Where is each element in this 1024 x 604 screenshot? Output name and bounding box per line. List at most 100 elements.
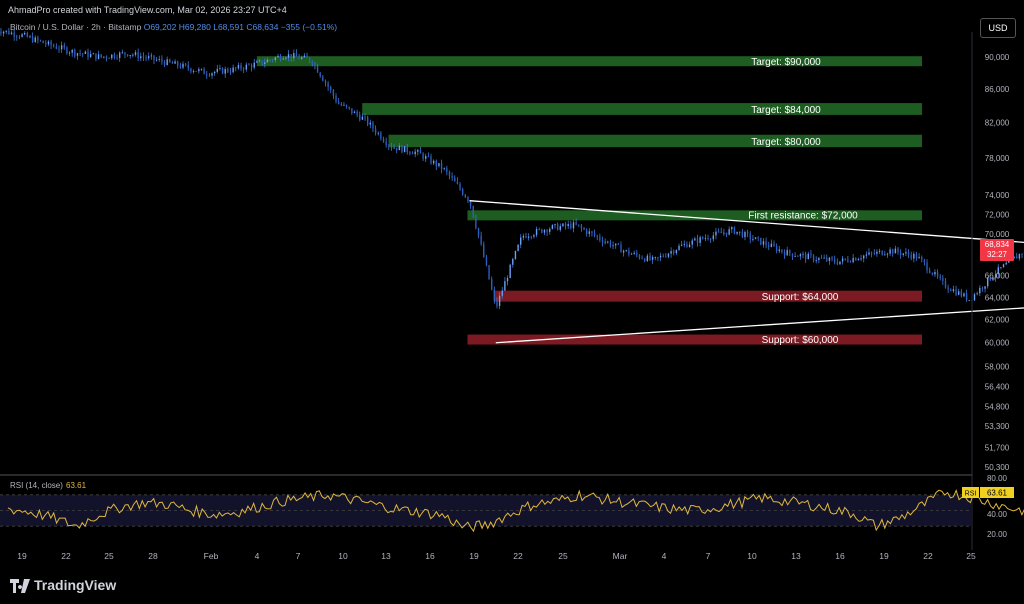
candle-body [968, 299, 970, 301]
zone-label: Target: $84,000 [751, 105, 821, 116]
candle-body [79, 53, 81, 55]
time-tick: 19 [17, 551, 27, 561]
candle-body [828, 257, 831, 261]
footer-bar [0, 566, 1024, 604]
candle-body [670, 251, 672, 254]
candle-body [994, 274, 997, 278]
candle-body [290, 54, 292, 59]
time-tick: Feb [204, 551, 219, 561]
candle-body [356, 111, 358, 115]
candle-body [23, 33, 26, 35]
candle-body [137, 52, 139, 59]
candle-body [915, 253, 918, 259]
candle-body [211, 73, 213, 76]
candle-body [401, 145, 403, 153]
candle-body [984, 286, 986, 289]
candle-body [781, 249, 783, 252]
candle-body [736, 231, 738, 234]
time-tick: 7 [296, 551, 301, 561]
candle-body [675, 249, 678, 254]
candle-body [242, 68, 245, 70]
candle-body [480, 235, 482, 245]
price-tick: 72,000 [985, 210, 1010, 219]
candle-body [678, 245, 680, 250]
candle-body [374, 128, 377, 133]
candle-body [810, 253, 812, 256]
candle-body [39, 40, 42, 42]
candle-body [345, 104, 348, 107]
candle-body [575, 222, 577, 225]
candle-body [733, 227, 736, 234]
candle-body [179, 65, 182, 68]
candle-body [907, 252, 910, 255]
candle-body [902, 253, 904, 255]
tradingview-logo-icon [10, 579, 30, 593]
candle-body [852, 258, 854, 263]
candle-body [359, 114, 361, 120]
candle-body [42, 40, 44, 44]
candle-body [388, 145, 390, 147]
price-tick: 66,000 [985, 272, 1010, 281]
candle-body [794, 256, 796, 257]
candle-body [92, 53, 94, 55]
brand-name[interactable]: TradingView [34, 577, 117, 593]
candle-body [454, 177, 456, 182]
candle-body [535, 228, 538, 236]
candle-body [580, 225, 583, 229]
price-tick: 51,700 [985, 444, 1010, 453]
candle-body [100, 54, 102, 58]
candle-body [118, 52, 121, 58]
candle-body [490, 279, 493, 290]
candle-body [1018, 254, 1021, 259]
candle-body [549, 228, 551, 232]
candle-body [533, 235, 535, 237]
candle-body [282, 58, 284, 60]
ohlc-low: L68,591 [213, 22, 244, 32]
candle-body [739, 231, 741, 233]
candle-body [522, 235, 525, 238]
candle-body [894, 248, 897, 254]
price-tick: 58,000 [985, 363, 1010, 372]
price-tick: 90,000 [985, 53, 1010, 62]
candle-body [691, 240, 693, 245]
candle-body [84, 51, 87, 54]
candle-body [868, 252, 870, 255]
candle-body [696, 238, 699, 243]
time-tick: Mar [613, 551, 628, 561]
candle-body [314, 64, 316, 66]
candle-body [572, 222, 575, 229]
candle-body [886, 253, 889, 255]
candle-body [272, 59, 274, 61]
candle-body [295, 53, 298, 57]
candle-body [1000, 267, 1002, 269]
candle-body [419, 150, 422, 154]
candle-body [593, 232, 596, 236]
candle-body [936, 272, 939, 277]
candle-body [921, 256, 923, 260]
candle-body [688, 244, 691, 248]
candle-body [757, 237, 759, 239]
candle-body [477, 228, 480, 236]
candle-body [427, 156, 430, 157]
candle-body [324, 80, 327, 84]
candle-body [797, 256, 799, 257]
candle-body [132, 54, 134, 56]
candle-body [543, 229, 546, 233]
time-tick: 19 [469, 551, 479, 561]
candle-body [121, 52, 124, 54]
candle-body [567, 224, 569, 227]
symbol-name[interactable]: Bitcoin / U.S. Dollar · 2h · Bitstamp [10, 22, 142, 32]
candle-body [261, 60, 263, 64]
candle-body [752, 239, 754, 240]
zone-label: First resistance: $72,000 [748, 210, 858, 221]
candle-body [58, 48, 60, 50]
candle-body [37, 37, 39, 41]
candle-body [134, 52, 137, 55]
candle-body [55, 46, 58, 49]
candle-body [712, 235, 715, 240]
candle-body [438, 163, 440, 167]
time-tick: 25 [558, 551, 568, 561]
candle-body [731, 227, 733, 230]
currency-button[interactable]: USD [980, 18, 1016, 38]
